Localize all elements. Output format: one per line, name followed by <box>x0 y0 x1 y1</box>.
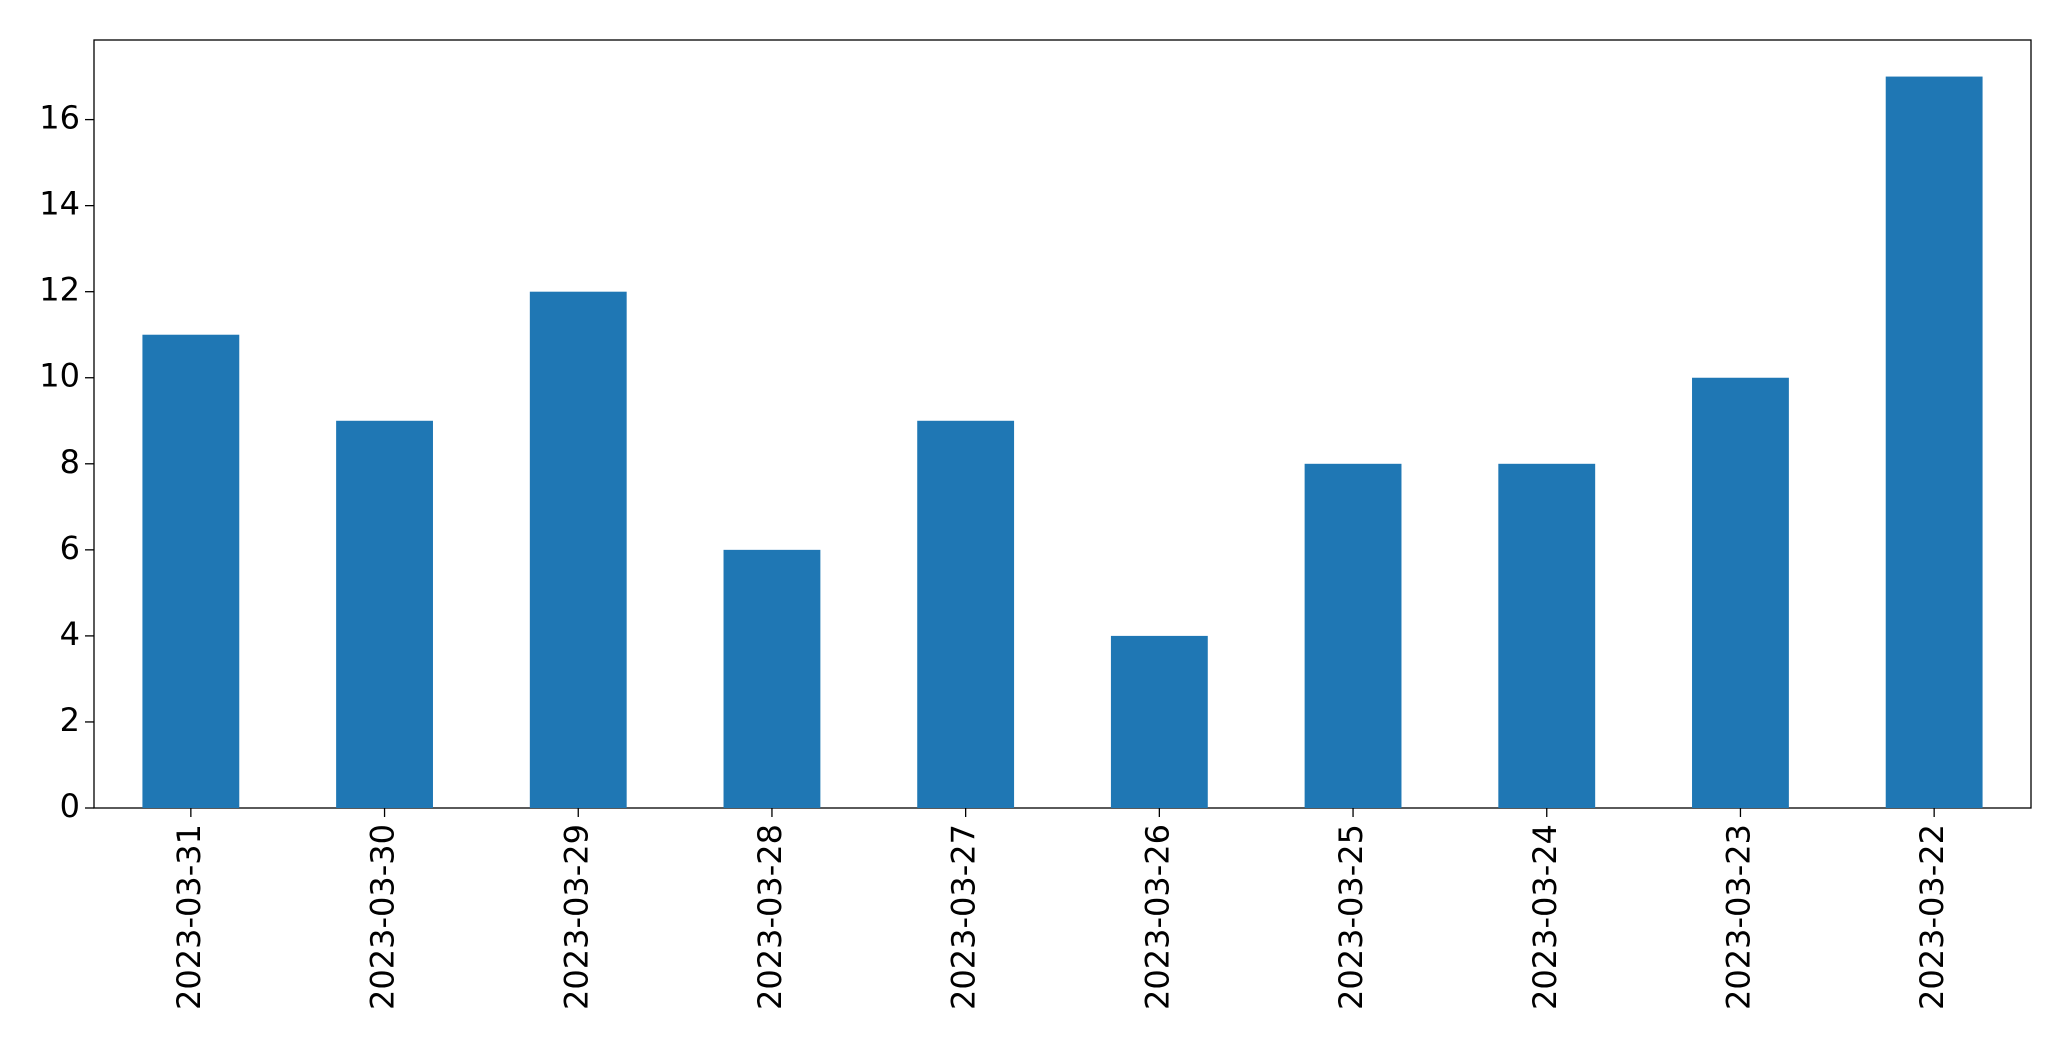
x-tick-label: 2023-03-31 <box>170 824 208 1010</box>
x-tick-label: 2023-03-24 <box>1526 824 1564 1010</box>
bar <box>723 549 821 808</box>
x-tick-label: 2023-03-28 <box>751 824 789 1010</box>
x-tick-label: 2023-03-23 <box>1719 824 1757 1010</box>
bar <box>1304 463 1402 808</box>
y-tick-label: 10 <box>39 357 80 395</box>
bar <box>1885 76 1983 809</box>
bar <box>1110 635 1208 808</box>
y-tick-label: 16 <box>39 99 80 137</box>
y-tick-label: 6 <box>60 529 80 567</box>
y-tick-label: 4 <box>60 615 80 653</box>
y-tick-label: 14 <box>39 185 80 223</box>
bar <box>917 420 1015 808</box>
x-tick-label: 2023-03-26 <box>1138 824 1176 1010</box>
bar <box>529 291 627 808</box>
y-tick-label: 0 <box>60 787 80 825</box>
x-tick-label: 2023-03-27 <box>945 824 983 1010</box>
x-tick-label: 2023-03-30 <box>364 824 402 1010</box>
bar <box>1692 377 1789 808</box>
y-tick-label: 8 <box>60 443 80 481</box>
bar <box>142 334 240 808</box>
axes-frame <box>93 39 2032 809</box>
x-tick-label: 2023-03-25 <box>1332 824 1370 1010</box>
y-tick-label: 2 <box>60 701 80 739</box>
bar <box>1498 463 1596 808</box>
bar <box>336 420 433 808</box>
y-tick-label: 12 <box>39 271 80 309</box>
x-tick-label: 2023-03-22 <box>1913 824 1951 1010</box>
x-tick-label: 2023-03-29 <box>557 824 595 1010</box>
